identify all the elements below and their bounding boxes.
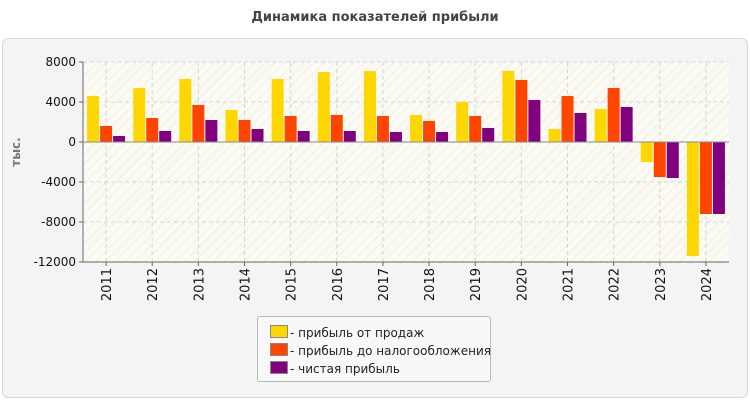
chart-title: Динамика показателей прибыли: [251, 10, 499, 25]
bar: [594, 109, 607, 142]
bar: [205, 120, 218, 142]
bar: [271, 79, 284, 142]
bar: [528, 100, 541, 142]
x-tick-label: 2016: [331, 268, 346, 301]
bar: [146, 118, 159, 142]
y-tick-label: 4000: [45, 95, 76, 109]
legend-item-net: - чистая прибыль: [270, 361, 400, 377]
bar: [113, 136, 126, 142]
bar: [502, 71, 515, 142]
bar: [607, 88, 620, 142]
bar: [515, 80, 528, 142]
legend: - прибыль от продаж - прибыль до налогоо…: [257, 316, 491, 382]
bar: [192, 105, 205, 142]
bar: [343, 131, 356, 142]
bar: [456, 102, 469, 142]
x-tick-label: 2021: [562, 268, 577, 301]
x-tick-label: 2017: [377, 268, 392, 301]
x-tick-label: 2020: [515, 268, 530, 301]
bar: [666, 142, 679, 178]
bar: [363, 71, 376, 142]
x-tick-label: 2023: [654, 268, 669, 301]
bar: [389, 132, 402, 142]
bar: [653, 142, 666, 177]
bar: [179, 79, 192, 142]
x-tick-label: 2024: [700, 268, 715, 301]
bar: [436, 132, 449, 142]
bar: [561, 96, 574, 142]
legend-swatch-pretax: [270, 343, 288, 356]
x-tick-label: 2022: [608, 268, 623, 301]
bar: [330, 115, 343, 142]
bar: [133, 88, 146, 142]
legend-label-pretax: - прибыль до налогообложения: [290, 344, 491, 358]
bar: [548, 129, 561, 142]
legend-item-sales: - прибыль от продаж: [270, 325, 424, 341]
bar: [410, 115, 423, 142]
x-tick-label: 2018: [423, 268, 438, 301]
bar: [159, 131, 172, 142]
y-tick-label: 8000: [45, 55, 76, 69]
bar: [251, 129, 264, 142]
bar: [620, 107, 633, 142]
bar: [574, 113, 587, 142]
bar: [482, 128, 495, 142]
x-tick-label: 2012: [146, 268, 161, 301]
bar: [284, 116, 297, 142]
bar: [469, 116, 482, 142]
legend-label-sales: - прибыль от продаж: [290, 326, 425, 340]
x-tick-label: 2019: [469, 268, 484, 301]
bar: [238, 120, 251, 142]
bar: [100, 126, 113, 142]
legend-swatch-net: [270, 361, 288, 374]
y-tick-label: -4000: [41, 175, 76, 189]
y-axis-label: тыс.: [9, 137, 23, 166]
bar: [225, 110, 238, 142]
x-tick-label: 2013: [192, 268, 207, 301]
x-tick-label: 2015: [285, 268, 300, 301]
bar: [699, 142, 712, 214]
bar: [640, 142, 653, 162]
legend-label-net: - чистая прибыль: [290, 362, 400, 376]
y-tick-label: -12000: [33, 255, 76, 269]
bar: [297, 131, 310, 142]
bar: [686, 142, 699, 256]
x-tick-label: 2014: [239, 268, 254, 301]
legend-swatch-sales: [270, 325, 288, 338]
bar: [87, 96, 100, 142]
bar: [423, 121, 436, 142]
bar: [317, 72, 330, 142]
bar: [376, 116, 389, 142]
bar: [712, 142, 725, 214]
x-tick-label: 2011: [100, 268, 115, 301]
y-tick-label: 0: [68, 135, 76, 149]
y-tick-label: -8000: [41, 215, 76, 229]
legend-item-pretax: - прибыль до налогообложения: [270, 343, 491, 359]
